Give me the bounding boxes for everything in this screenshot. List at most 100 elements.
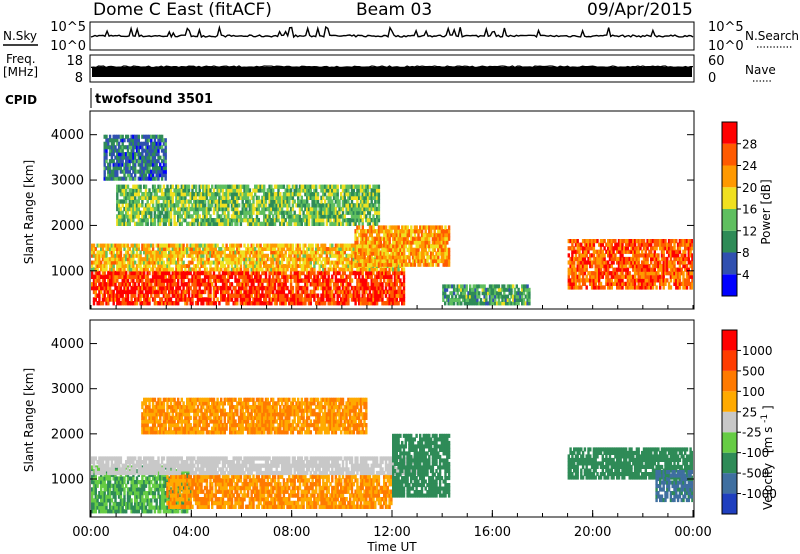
power-cell-0: [295, 270, 298, 276]
power-cell-5: [590, 285, 594, 290]
power-cell-2: [245, 203, 248, 208]
power-cell-1: [128, 257, 131, 262]
power-cell-5: [621, 267, 624, 272]
power-cell-1: [245, 257, 248, 262]
power-cell-0: [92, 282, 96, 287]
power-cell-2: [169, 221, 173, 226]
power-cell-3: [370, 258, 373, 264]
power-cell-5: [574, 271, 578, 276]
power-cell-2: [200, 221, 203, 226]
power-cell-1: [203, 243, 207, 248]
power-cell-3: [377, 251, 381, 256]
power-cell-5: [585, 249, 588, 254]
power-cell-2: [315, 210, 318, 215]
power-cell-0: [236, 289, 239, 295]
power-cell-0: [248, 274, 252, 279]
power-cell-2: [340, 192, 343, 197]
power-cell-4: [503, 287, 506, 292]
power-cell-4: [528, 301, 531, 306]
power-cell-1: [263, 257, 266, 262]
power-cell-0: [313, 293, 316, 298]
power-cell-1: [108, 264, 112, 268]
power-cell-3: [393, 232, 397, 238]
power-cell-0: [254, 285, 257, 291]
power-cell-0: [214, 278, 217, 283]
power-cell-1: [302, 264, 305, 268]
power-cell-1: [366, 267, 370, 272]
power-cell-2: [293, 188, 296, 193]
power-cell-0: [307, 270, 311, 276]
power-cell-0: [108, 274, 112, 279]
power-cell-5: [626, 246, 630, 251]
power-cell-0: [245, 293, 248, 298]
power-cell-0: [275, 293, 278, 298]
power-cell-0: [171, 285, 174, 291]
power-cell-1: [221, 257, 225, 262]
power-cell-1: [395, 253, 398, 258]
power-cell-2: [307, 214, 311, 219]
power-cell-0: [227, 297, 230, 302]
power-cell-2: [284, 210, 287, 215]
power-cell-5: [567, 260, 570, 265]
power-cell-2: [212, 199, 216, 204]
power-cell-1: [119, 250, 123, 255]
power-cell-0: [252, 301, 255, 306]
power-cell-2: [270, 206, 273, 212]
power-cell-1: [184, 267, 187, 272]
power-cell-3: [415, 258, 418, 264]
power-cell-0: [116, 289, 119, 295]
power-cell-0: [273, 293, 277, 298]
power-cell-1: [194, 264, 198, 268]
power-cell-0: [123, 278, 126, 283]
power-cell-3: [397, 232, 400, 238]
power-cell-4: [512, 294, 515, 299]
power-cell-5: [605, 249, 608, 254]
power-cell-2: [375, 221, 379, 226]
power-cell-0: [94, 293, 97, 298]
power-cell-0: [384, 301, 388, 306]
power-cell-4: [449, 291, 452, 296]
power-cell-1: [334, 267, 338, 272]
power-cell-0: [175, 270, 178, 276]
power-cell-1: [191, 243, 194, 248]
power-cell-2: [254, 218, 257, 223]
power-cell-1: [160, 247, 164, 251]
power-cell-2: [223, 221, 226, 226]
power-cell-0: [323, 301, 327, 306]
power-cell-0: [399, 285, 402, 291]
power-cell-0: [254, 270, 257, 276]
power-cell-4: [485, 291, 488, 296]
power-cell-1: [91, 260, 94, 265]
power-cell-2: [252, 221, 255, 226]
power-cell-2: [332, 188, 336, 193]
power-cell-4: [510, 291, 513, 296]
power-cell-2: [223, 184, 226, 189]
power-cell-2: [304, 192, 307, 197]
power-cell-1: [128, 264, 131, 268]
power-cell-2: [268, 203, 271, 208]
power-cell-3: [354, 244, 357, 249]
power-cell-0: [182, 278, 185, 283]
power-cell-0: [365, 270, 368, 276]
power-cell-0: [366, 301, 370, 306]
power-cell-1: [110, 247, 114, 251]
power-cell-5: [580, 242, 583, 247]
power-cell-3: [381, 255, 384, 260]
power-cell-0: [390, 301, 393, 306]
power-cell-3: [365, 251, 368, 256]
power-cell-0: [117, 270, 121, 276]
power-cell-4: [524, 294, 527, 299]
power-cell-2: [327, 203, 330, 208]
power-cell-5: [605, 271, 608, 276]
power-cell-2: [214, 195, 217, 200]
power-cell-1: [322, 257, 325, 262]
power-cell-4: [526, 298, 529, 302]
power-cell-2: [334, 199, 338, 204]
power-cell-0: [279, 293, 282, 298]
power-cell-0: [245, 282, 248, 287]
power-cell-1: [220, 267, 223, 272]
power-cell-0: [116, 293, 119, 298]
power-cell-0: [332, 285, 336, 291]
power-cell-4: [483, 298, 486, 302]
power-cell-0: [329, 285, 332, 291]
